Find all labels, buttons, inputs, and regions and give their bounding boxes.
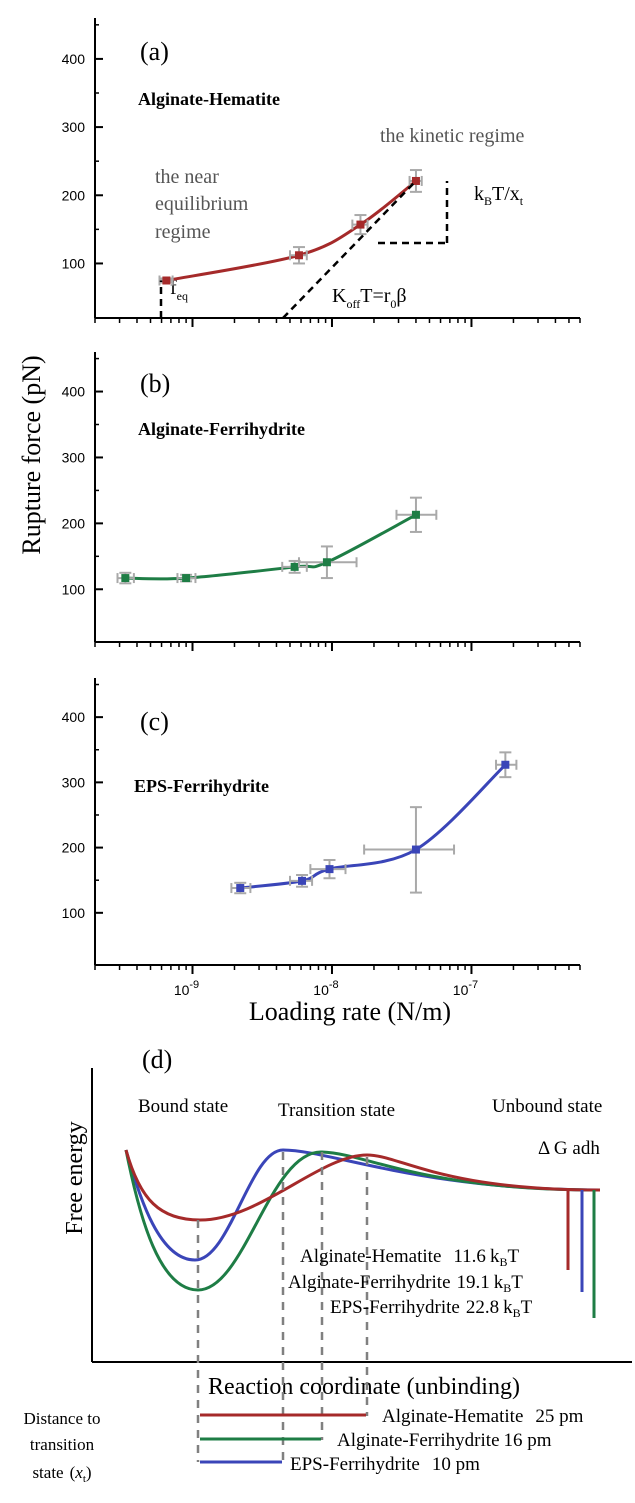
panel-b-series-label: Alginate-Ferrihydrite — [138, 419, 305, 439]
distance-label-hematite: Alginate-Hematite 25 pm — [382, 1406, 584, 1427]
distance-title-line-2: transition — [30, 1435, 95, 1454]
panel-a: (a) Alginate-Hematite the near equilibri… — [138, 37, 525, 311]
panel-c-y-tick-label: 400 — [62, 709, 86, 725]
panel-c-data-point — [236, 884, 245, 893]
y-axis-label: Rupture force (pN) — [17, 355, 46, 554]
panel-b-y-tick-label: 200 — [62, 515, 86, 531]
panel-a-fit-curve — [166, 179, 417, 282]
panel-c-y-tick-label: 300 — [62, 774, 86, 790]
panel-a-data-point — [356, 220, 365, 229]
annotation-near-eq-2: equilibrium — [155, 193, 249, 215]
panel-b-data-point — [322, 558, 331, 567]
panel-d-letter: (d) — [142, 1045, 172, 1074]
panel-b-letter: (b) — [140, 369, 170, 398]
panels-abc-plot-layer: 100 200 300 400 100 200 300 400 100 200 300 400 10-9… — [62, 18, 581, 998]
annotation-near-eq-3: regime — [155, 221, 211, 243]
panel-c-x-tick-label: 10-8 — [313, 979, 338, 998]
panel-a-data-point — [294, 251, 303, 260]
panel-b-data-point — [121, 574, 130, 583]
annotation-kinetic-regime: the kinetic regime — [380, 125, 525, 147]
panel-c-series-label: EPS-Ferrihydrite — [134, 776, 269, 796]
panel-b-data-point — [411, 510, 420, 519]
panel-d-y-label: Free energy — [62, 1121, 88, 1235]
delta-g-text-hematite: Alginate-Hematite 11.6 kBT — [300, 1246, 519, 1269]
panel-b-y-tick-label: 400 — [62, 384, 86, 400]
panel-c-letter: (c) — [140, 707, 169, 736]
panel-a-y-tick-label: 100 — [62, 255, 86, 271]
panel-a-plot: 100 200 300 400 — [62, 18, 581, 327]
panel-c-x-tick-label: 10-7 — [453, 979, 478, 998]
panel-a-y-tick-label: 400 — [62, 51, 86, 67]
panel-a-y-tick-label: 300 — [62, 119, 86, 135]
koff-dashed-line — [282, 180, 417, 319]
panel-d-dashed-guides — [196, 1152, 369, 1462]
region-label-unbound: Unbound state — [492, 1096, 602, 1117]
panel-a-y-tick-label: 200 — [62, 187, 86, 203]
region-label-bound: Bound state — [138, 1096, 228, 1117]
annotation-koff: KoffT=r0β — [332, 285, 407, 311]
panel-c-data-point — [411, 845, 420, 854]
panel-a-letter: (a) — [140, 37, 169, 66]
panel-c-x-tick-label: 10-9 — [174, 979, 199, 998]
panel-a-series-label: Alginate-Hematite — [138, 89, 280, 109]
panel-b-fit-curve — [125, 513, 417, 581]
distance-title-line-1: Distance to — [24, 1409, 101, 1428]
annotation-feq: feq — [170, 277, 188, 303]
panel-c-y-tick-label: 100 — [62, 905, 86, 921]
distance-label-eps-ferrihydrite: EPS-Ferrihydrite 10 pm — [290, 1454, 480, 1475]
delta-g-text-eps-ferrihydrite: EPS-Ferrihydrite 22.8 kBT — [330, 1297, 533, 1320]
panel-c-data-point — [298, 876, 307, 885]
panel-c-data-point — [325, 865, 334, 874]
annotation-near-eq-1: the near — [155, 166, 219, 188]
panel-b-data-point — [290, 562, 299, 571]
x-axis-label: Loading rate (N/m) — [249, 997, 451, 1026]
panel-b: (b) Alginate-Ferrihydrite — [138, 369, 305, 439]
delta-g-text-alginate-ferrihydrite: Alginate-Ferrihydrite 19.1 kBT — [288, 1272, 523, 1295]
panel-a-data-point — [162, 276, 171, 285]
distance-title-line-3: state (xt) — [32, 1463, 91, 1485]
energy-curve-eps-ferrihydrite — [124, 1148, 601, 1262]
panel-c: (c) EPS-Ferrihydrite — [134, 707, 269, 796]
energy-curve-alginate-hematite — [124, 1149, 601, 1222]
delta-g-label: Δ G adh — [538, 1138, 600, 1159]
panel-c-fit-curve — [240, 763, 507, 890]
panel-d-x-label: Reaction coordinate (unbinding) — [208, 1374, 520, 1400]
distance-label-alginate-ferrihydrite: Alginate-Ferrihydrite 16 pm — [337, 1430, 552, 1451]
panel-c-plot: 100 200 300 400 10-9 10-8 10-7 — [62, 678, 581, 998]
panel-d: (d) Free energy Reaction coordinate (unb… — [24, 1045, 632, 1485]
panel-b-y-tick-label: 300 — [62, 449, 86, 465]
panel-b-data-point — [182, 574, 191, 583]
region-label-transition: Transition state — [278, 1100, 395, 1121]
panel-b-plot: 100 200 300 400 — [62, 352, 581, 651]
panel-c-y-tick-label: 200 — [62, 840, 86, 856]
annotation-kbt-xt: kBT/xt — [474, 183, 524, 208]
panel-c-data-point — [501, 760, 510, 769]
panel-a-data-point — [411, 176, 420, 185]
panel-b-y-tick-label: 100 — [62, 581, 86, 597]
